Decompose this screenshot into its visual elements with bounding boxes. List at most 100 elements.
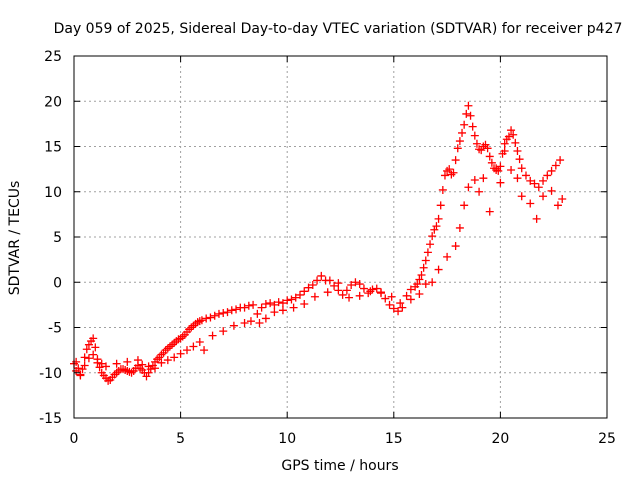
data-point (534, 183, 543, 192)
data-point (526, 176, 535, 185)
grid-lines (74, 56, 607, 418)
data-point (481, 140, 490, 149)
data-point (419, 263, 428, 272)
data-point (123, 357, 132, 366)
data-point (507, 166, 516, 175)
data-point (227, 306, 236, 315)
data-point (144, 362, 153, 371)
data-point (80, 353, 89, 362)
data-point (345, 293, 354, 302)
data-point (451, 242, 460, 251)
data-point (460, 201, 469, 210)
data-point (278, 299, 287, 308)
data-point (521, 171, 530, 180)
data-point (366, 287, 375, 296)
data-point (291, 293, 300, 302)
chart-title: Day 059 of 2025, Sidereal Day-to-day VTE… (54, 21, 623, 37)
data-point (553, 201, 562, 210)
y-tick-label: 10 (44, 185, 62, 201)
data-point (214, 309, 223, 318)
data-point (556, 156, 565, 165)
y-tick-label: -10 (39, 366, 62, 382)
data-point (475, 187, 484, 196)
data-point (189, 321, 198, 330)
y-axis-title: SDTVAR / TECUs (7, 181, 23, 296)
data-point (492, 164, 501, 173)
data-point (507, 126, 516, 135)
data-point (355, 280, 364, 289)
data-point (289, 303, 298, 312)
data-point (381, 294, 390, 303)
data-point (359, 284, 368, 293)
data-point (543, 171, 552, 180)
data-point (460, 120, 469, 129)
data-point (97, 359, 106, 368)
data-point (462, 109, 471, 118)
x-tick-label: 15 (385, 431, 403, 447)
y-tick-label: 0 (53, 275, 62, 291)
data-point (91, 343, 100, 352)
data-point (253, 309, 262, 318)
data-point (413, 280, 422, 289)
data-point (351, 278, 360, 287)
data-point (342, 286, 351, 295)
data-point (257, 303, 266, 312)
data-point (244, 301, 253, 310)
data-point (487, 158, 496, 167)
data-point (249, 300, 258, 309)
data-point (176, 349, 185, 358)
data-point (270, 300, 279, 309)
data-point (133, 356, 142, 365)
data-point (308, 280, 317, 289)
data-point (472, 139, 481, 148)
data-point (513, 174, 522, 183)
data-point (232, 305, 241, 314)
data-point (485, 152, 494, 161)
data-point (539, 176, 548, 185)
x-tick-label: 10 (278, 431, 296, 447)
data-point (82, 345, 91, 354)
data-point (313, 276, 322, 285)
data-point (496, 178, 505, 187)
data-point (526, 199, 535, 208)
data-point (163, 356, 172, 365)
data-point (551, 161, 560, 170)
data-point (547, 186, 556, 195)
data-point (477, 146, 486, 155)
y-tick-labels: -15 -10 -5 0 5 10 15 20 25 (39, 49, 62, 427)
y-tick-label: 25 (44, 49, 62, 65)
data-point (426, 240, 435, 249)
data-points (70, 101, 567, 385)
y-tick-label: 20 (44, 94, 62, 110)
data-point (496, 162, 505, 171)
data-point (438, 185, 447, 194)
data-point (170, 338, 179, 347)
data-point (377, 288, 386, 297)
data-point (202, 314, 211, 323)
data-point (334, 286, 343, 295)
data-point (455, 137, 464, 146)
data-point (485, 207, 494, 216)
data-point (274, 298, 283, 307)
data-point (187, 323, 196, 332)
data-point (500, 139, 509, 148)
data-point (423, 248, 432, 257)
data-point (229, 321, 238, 330)
data-point (72, 357, 81, 366)
data-point (355, 291, 364, 300)
data-point (261, 299, 270, 308)
data-point (310, 292, 319, 301)
data-point (219, 309, 228, 318)
data-point (421, 256, 430, 265)
x-axis-title: GPS time / hours (281, 458, 398, 474)
data-point (283, 296, 292, 305)
data-point (206, 313, 215, 322)
data-point (325, 276, 334, 285)
data-point (451, 156, 460, 165)
data-point (168, 340, 177, 349)
data-point (210, 311, 219, 320)
data-point (539, 192, 548, 201)
data-point (84, 354, 93, 363)
data-point (89, 334, 98, 343)
